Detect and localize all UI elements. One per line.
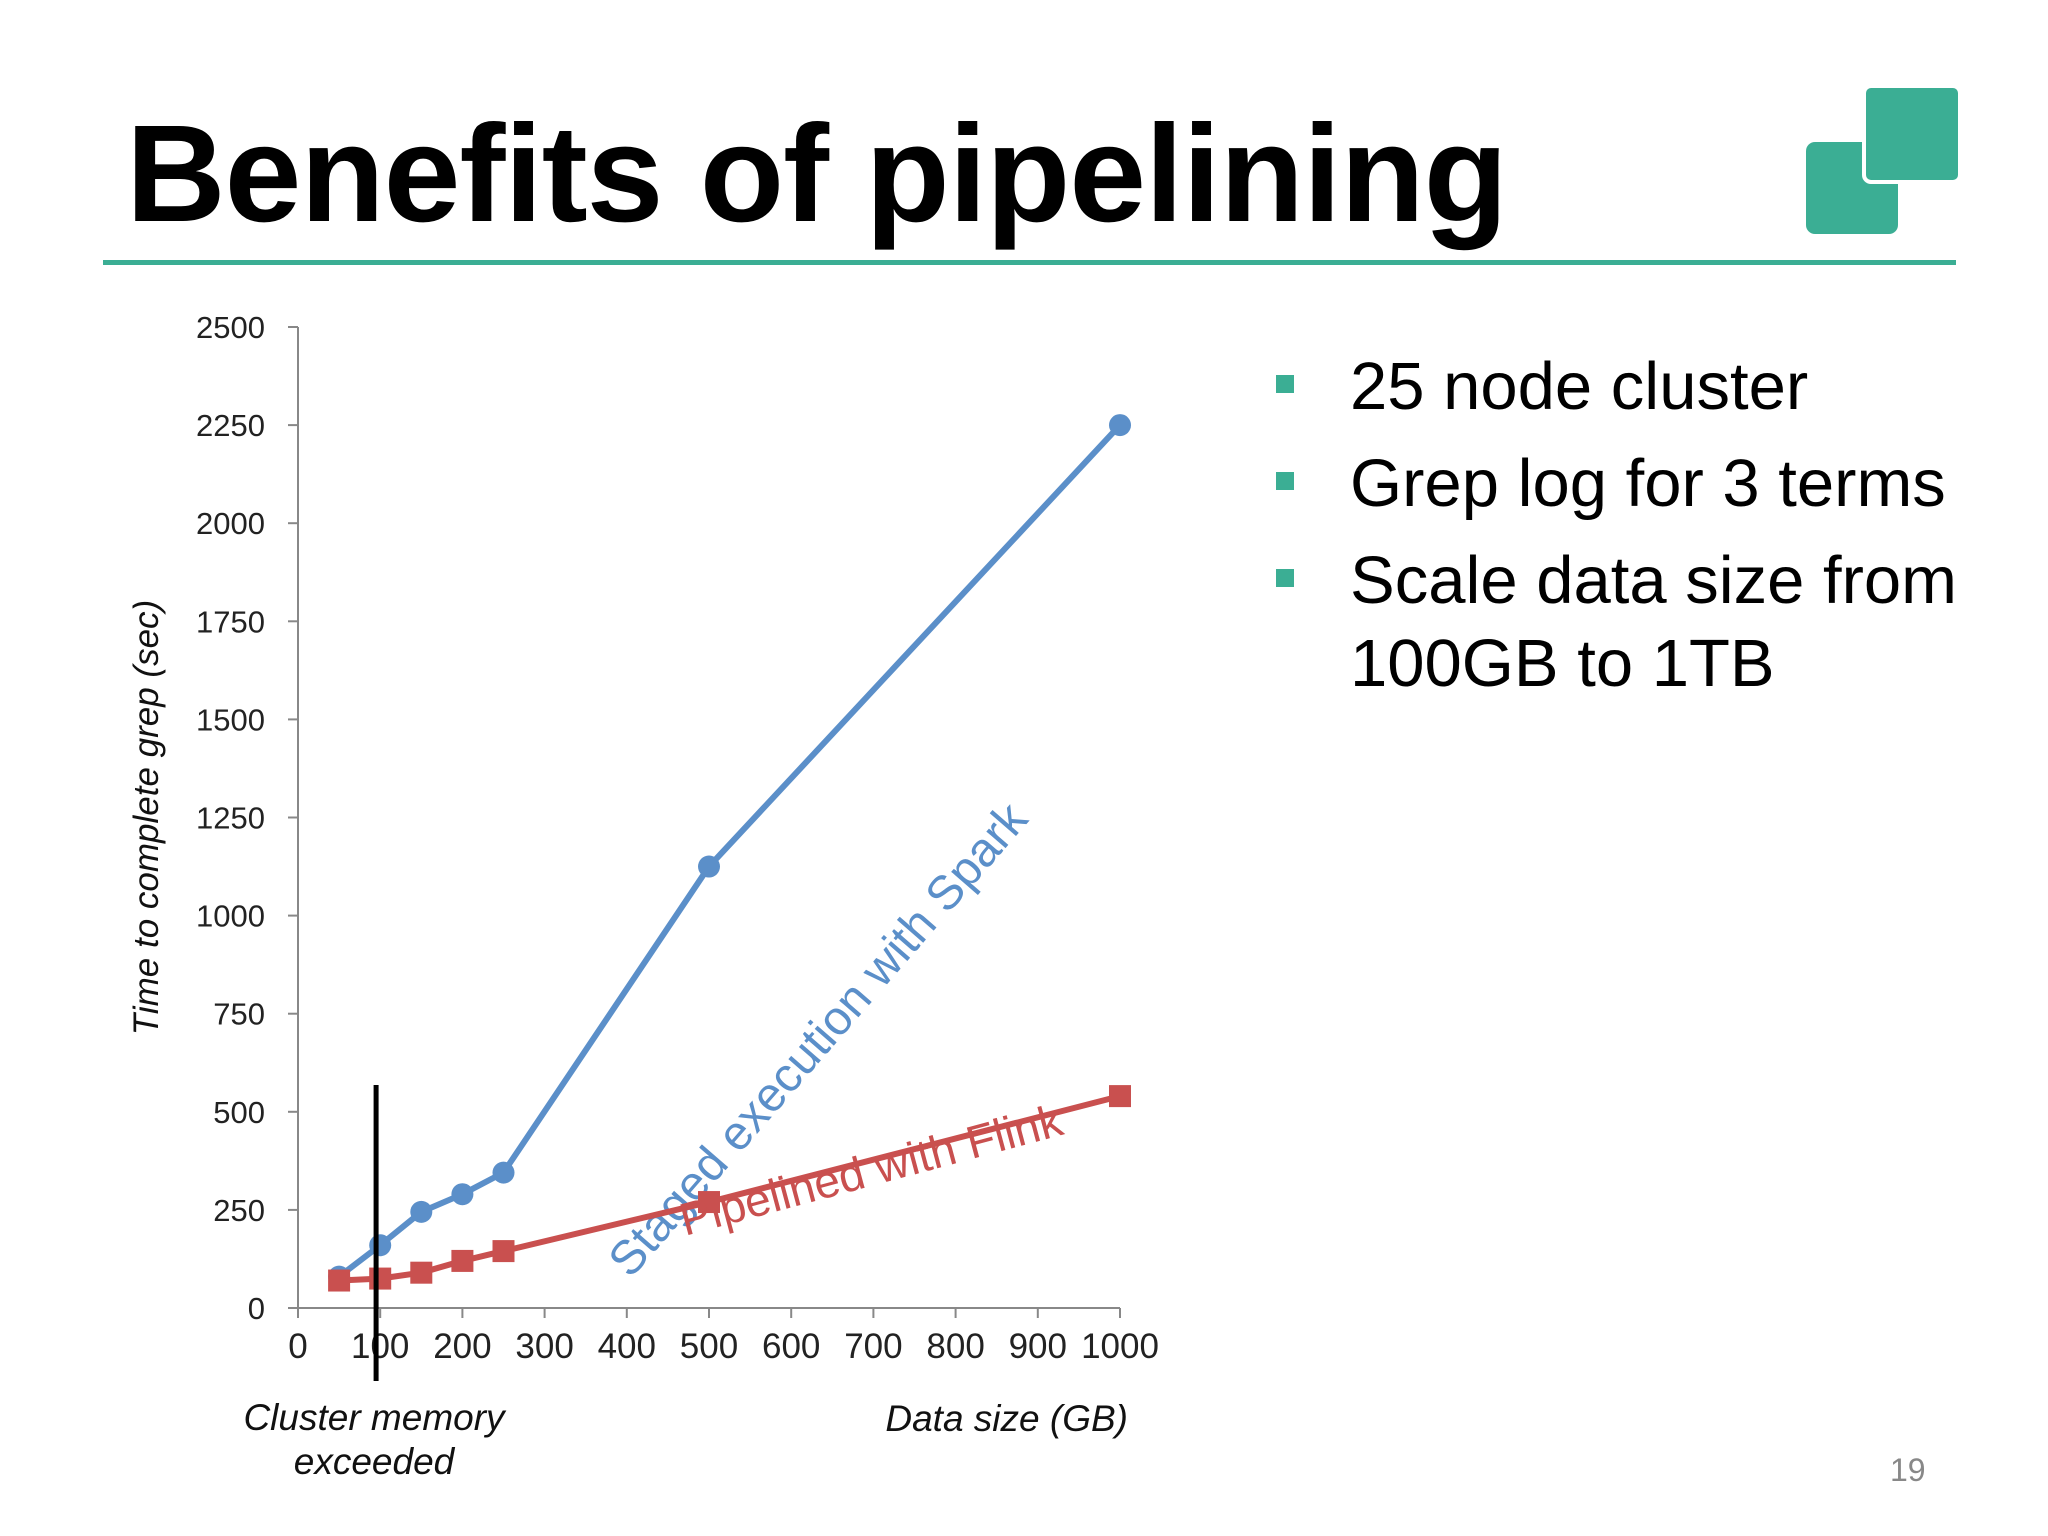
bullet-list: 25 node cluster Grep log for 3 terms Sca… [1270,345,1970,719]
y-tick-label: 0 [248,1291,265,1326]
bullet-text: Scale data size from 100GB to 1TB [1350,543,1957,701]
bullet-item: Grep log for 3 terms [1270,442,1970,525]
y-tick-label: 1750 [196,604,265,639]
y-axis-label: Time to complete grep (sec) [127,600,166,1035]
bullet-item: 25 node cluster [1270,345,1970,428]
y-tick-label: 1000 [196,899,265,934]
y-tick-label: 1250 [196,801,265,836]
data-point-spark [369,1234,392,1257]
y-tick-label: 2000 [196,506,265,541]
data-point-flink [369,1267,392,1290]
bullet-marker-icon [1276,375,1294,393]
y-tick-label: 250 [213,1193,265,1228]
x-tick-label: 500 [680,1327,738,1366]
x-tick-label: 700 [844,1327,902,1366]
x-axis-label: Data size (GB) [885,1398,1128,1439]
logo-square-front [1862,84,1962,184]
data-point-flink [328,1269,351,1292]
slide-title: Benefits of pipelining [126,97,1508,251]
x-tick-label: 1000 [1081,1327,1159,1366]
y-tick-label: 2250 [196,408,265,443]
bullet-text: 25 node cluster [1350,349,1809,424]
bullet-marker-icon [1276,569,1294,587]
x-tick-label: 800 [926,1327,984,1366]
memory-annotation-label: Cluster memory exceeded [243,1397,507,1482]
y-tick-label: 2500 [196,310,265,345]
bullet-item: Scale data size from 100GB to 1TB [1270,539,1970,705]
page-number: 19 [1890,1452,1926,1488]
logo-icon [1806,84,1962,236]
x-tick-label: 900 [1009,1327,1067,1366]
bullet-marker-icon [1276,472,1294,490]
y-tick-label: 500 [213,1095,265,1130]
x-tick-label: 400 [598,1327,656,1366]
data-point-flink [451,1249,474,1272]
data-point-spark [698,855,720,878]
data-point-flink [698,1191,720,1214]
x-tick-label: 300 [515,1327,573,1366]
x-tick-label: 0 [288,1327,307,1366]
y-tick-label: 1500 [196,702,265,737]
title-divider [103,260,1956,265]
data-point-spark [410,1200,433,1223]
x-tick-label: 100 [351,1327,409,1366]
data-point-flink [492,1240,515,1263]
y-tick-label: 750 [213,997,265,1032]
x-tick-label: 200 [433,1327,491,1366]
data-point-flink [410,1261,433,1284]
data-point-spark [451,1183,474,1206]
data-point-spark [492,1161,515,1184]
data-point-spark [1109,414,1131,437]
data-point-flink [1109,1085,1131,1108]
bullet-text: Grep log for 3 terms [1350,446,1946,521]
x-tick-label: 600 [762,1327,820,1366]
grep-time-chart: 0 250 500 750 1000 1250 1500 1750 2000 2250 2500 0 1… [127,310,1159,1482]
